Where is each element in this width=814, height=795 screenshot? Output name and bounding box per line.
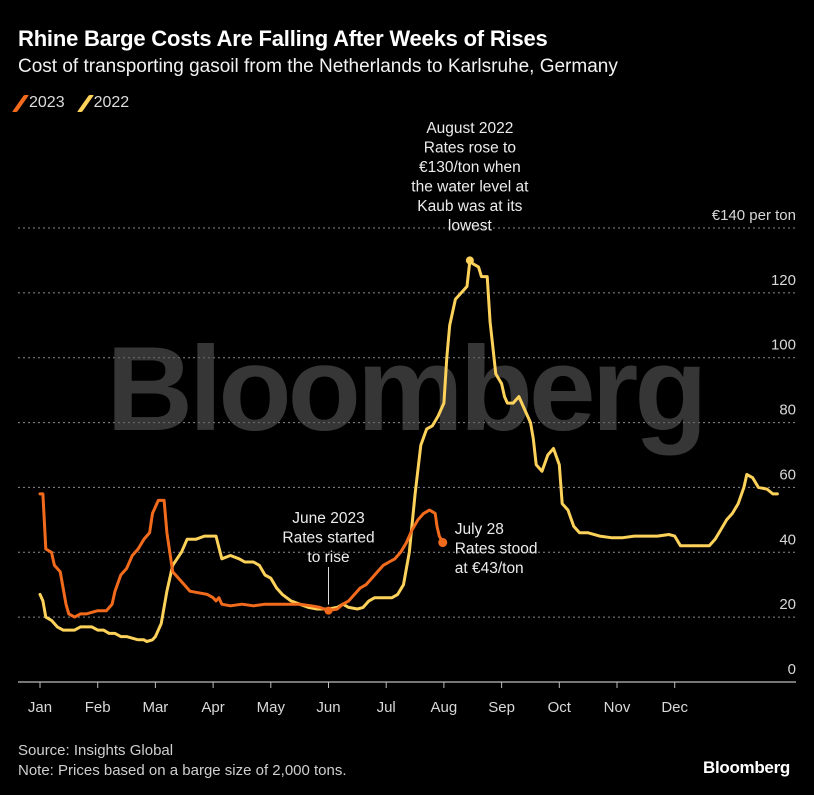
annotation-text: Rates stood xyxy=(455,541,538,558)
series-line-2023 xyxy=(38,492,445,619)
footnote: Note: Prices based on a barge size of 2,… xyxy=(18,762,347,779)
y-tick-label: €140 per ton xyxy=(712,207,796,224)
legend: 2023 2022 xyxy=(12,94,130,112)
axis-layer: 0 20 40 60 80 100 120 €140 per ton Jan Feb Mar Apr M… xyxy=(18,207,796,716)
annotation-layer: August 2022 Rates rose to €130/ton when the… xyxy=(282,120,537,615)
annotation-point xyxy=(438,538,448,548)
chart-title: Rhine Barge Costs Are Falling After Week… xyxy=(18,26,548,51)
series-layer xyxy=(38,258,779,643)
legend-label: 2022 xyxy=(93,94,130,111)
annotation-text: at €43/ton xyxy=(455,560,524,577)
annotation-text: August 2022 xyxy=(426,120,513,137)
legend-label: 2023 xyxy=(29,94,65,111)
series-line-2022 xyxy=(38,258,779,643)
annotation-text: Rates rose to xyxy=(424,140,516,157)
annotation-text: lowest xyxy=(448,218,493,235)
annotation-point xyxy=(465,256,474,265)
x-tick-label: Oct xyxy=(548,699,572,716)
annotation-text: June 2023 xyxy=(292,510,364,527)
y-tick-label: 60 xyxy=(779,466,796,483)
x-tick-label: Dec xyxy=(661,699,688,716)
x-tick-label: Jan xyxy=(28,699,52,716)
source-note: Source: Insights Global xyxy=(18,742,174,759)
y-tick-label: 20 xyxy=(779,596,796,613)
x-tick-label: May xyxy=(257,699,286,716)
x-tick-label: Jun xyxy=(316,699,340,716)
annotation-text: to rise xyxy=(307,549,349,566)
watermark-text: Bloomberg xyxy=(106,322,703,456)
annotation-text: the water level at xyxy=(411,179,529,196)
x-tick-label: Apr xyxy=(201,699,224,716)
annotation-text: Rates started xyxy=(282,530,374,547)
annotation-text: €130/ton when xyxy=(419,159,521,176)
x-tick-label: Jul xyxy=(377,699,396,716)
annotation-text: July 28 xyxy=(455,521,504,538)
x-tick-label: Aug xyxy=(431,699,458,716)
legend-item-2022: 2022 xyxy=(76,94,130,112)
annotation-text: Kaub was at its xyxy=(417,198,522,215)
chart-subtitle: Cost of transporting gasoil from the Net… xyxy=(18,56,618,77)
x-tick-label: Sep xyxy=(488,699,515,716)
y-tick-label: 40 xyxy=(779,531,796,548)
x-tick-label: Mar xyxy=(142,699,168,716)
x-tick-label: Nov xyxy=(604,699,631,716)
y-tick-label: 0 xyxy=(788,661,796,678)
x-tick-label: Feb xyxy=(85,699,111,716)
y-tick-label: 80 xyxy=(779,402,796,419)
annotation-point xyxy=(324,606,333,615)
brand-logo: Bloomberg xyxy=(702,758,790,777)
y-tick-label: 120 xyxy=(771,272,796,289)
y-tick-label: 100 xyxy=(771,337,796,354)
legend-item-2023: 2023 xyxy=(12,94,65,112)
